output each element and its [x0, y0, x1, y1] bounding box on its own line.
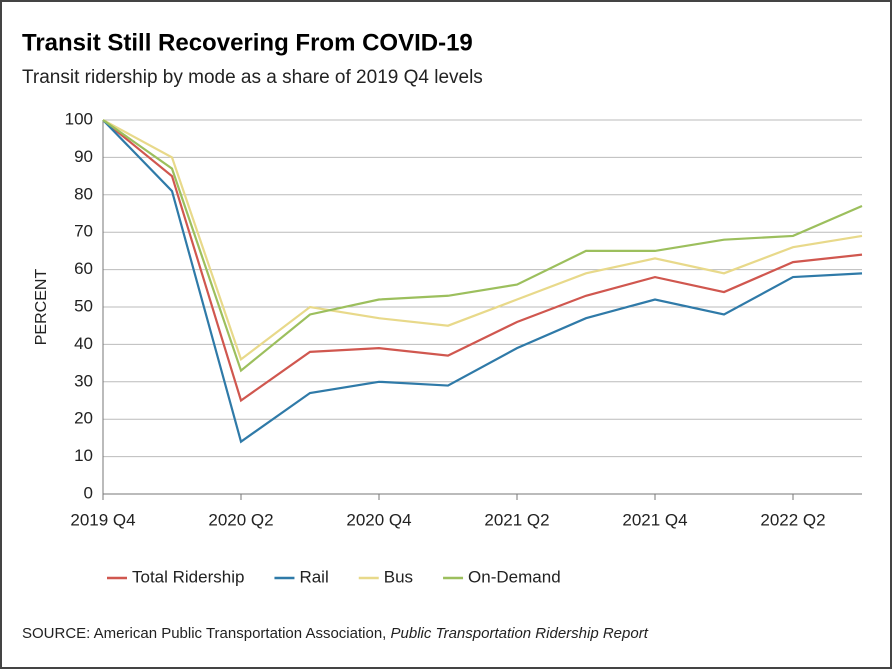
y-tick-label: 80	[74, 184, 93, 203]
y-tick-label: 0	[84, 483, 93, 502]
source-text: SOURCE: American Public Transportation A…	[22, 625, 386, 642]
legend-label: On-Demand	[468, 567, 561, 586]
x-tick-label: 2020 Q4	[346, 510, 411, 529]
y-tick-label: 50	[74, 296, 93, 315]
y-tick-label: 90	[74, 147, 93, 166]
x-tick-label: 2021 Q4	[622, 510, 687, 529]
series-line	[102, 119, 863, 362]
series-line	[102, 119, 863, 444]
source-report: Public Transportation Ridership Report	[391, 625, 649, 642]
y-tick-label: 30	[74, 371, 93, 390]
chart-title: Transit Still Recovering From COVID-19	[22, 29, 473, 56]
legend-label: Total Ridership	[132, 567, 244, 586]
series-line	[102, 119, 863, 373]
y-tick-label: 20	[74, 409, 93, 428]
source: SOURCE: American Public Transportation A…	[22, 625, 649, 642]
x-tick-label: 2019 Q4	[70, 510, 135, 529]
y-axis-label: PERCENT	[33, 269, 50, 346]
y-tick-label: 100	[65, 109, 93, 128]
legend-label: Rail	[299, 567, 328, 586]
legend-label: Bus	[384, 567, 413, 586]
y-tick-label: 60	[74, 259, 93, 278]
y-tick-label: 70	[74, 222, 93, 241]
x-tick-label: 2020 Q2	[208, 510, 273, 529]
x-tick-label: 2021 Q2	[484, 510, 549, 529]
y-tick-label: 40	[74, 334, 93, 353]
y-tick-label: 10	[74, 446, 93, 465]
series-line	[102, 119, 863, 403]
x-tick-label: 2022 Q2	[760, 510, 825, 529]
chart-subtitle: Transit ridership by mode as a share of …	[22, 67, 483, 88]
